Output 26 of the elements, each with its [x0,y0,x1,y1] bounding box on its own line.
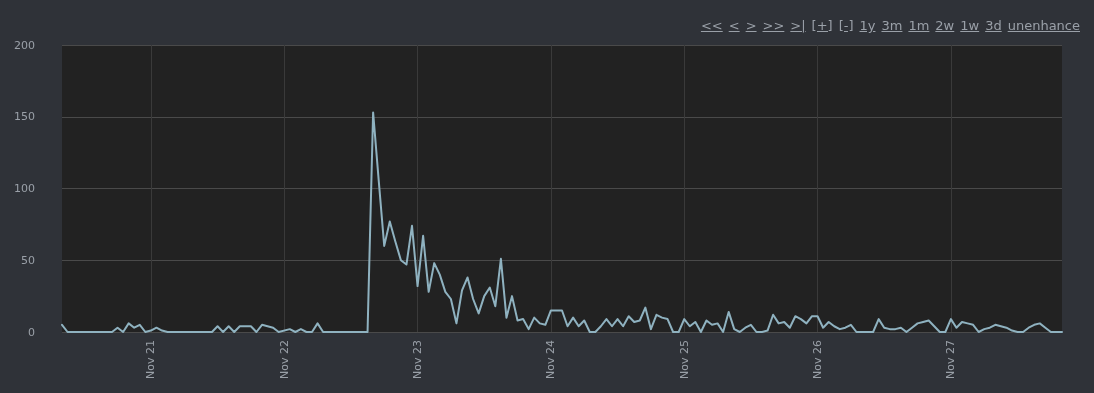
x-tick-label: Nov 24 [544,340,558,379]
text: 2w [935,18,955,33]
x-tick-label: Nov 27 [944,340,958,379]
text: 1w [960,18,980,33]
y-tick-label: 200 [14,38,35,52]
text: >> [762,18,785,33]
x-tick-label: Nov 23 [411,340,425,379]
text: unenhance [1007,18,1080,33]
x-tick-label: Nov 21 [144,340,158,379]
text: 3d [985,18,1002,33]
text: 1y [859,18,876,33]
y-tick-label: 100 [14,182,35,195]
y-tick-label: 150 [14,110,35,124]
x-tick-label: Nov 26 [811,340,825,379]
text: < [728,18,740,33]
text: 1m [908,18,930,33]
text: << [700,18,723,33]
y-tick-label: 0 [28,325,35,339]
text: > [745,18,757,33]
y-tick-label: 50 [21,253,35,267]
text: >| [790,18,806,33]
x-tick-label: Nov 25 [677,340,691,379]
text: 3m [881,18,903,33]
x-tick-label: Nov 22 [277,340,291,379]
text: [-] [838,18,854,33]
text: [+] [811,18,833,33]
